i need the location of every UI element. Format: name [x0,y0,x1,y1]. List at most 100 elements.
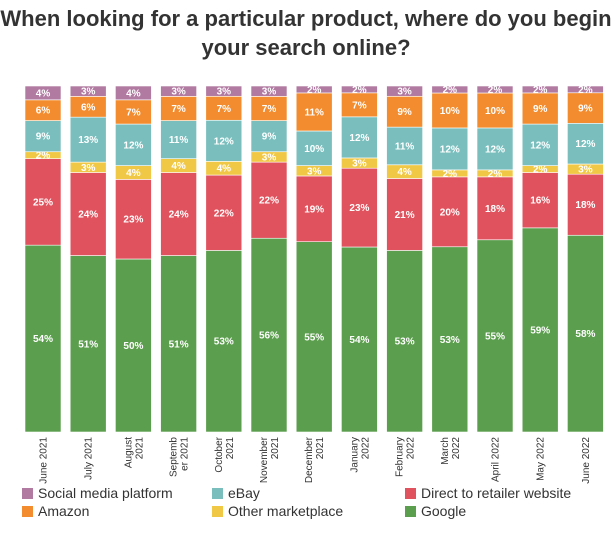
bar-segment-google-june-2022 [567,234,604,433]
bar-segment-direct-to-retailer-website-november-2021 [250,161,288,239]
legend-label-google: Google [421,503,467,519]
bar-segment-amazon-december-2021 [295,92,333,132]
bar-segment-ebay-august-2021 [115,123,152,166]
legend-swatch-google [405,505,416,517]
bar-segment-google-april-2022 [476,239,514,433]
data-label-direct-to-retailer-website-january-2022: 23% [349,203,369,214]
data-label-direct-to-retailer-website-october-2021: 22% [214,208,234,219]
data-label-other-marketplace-august-2021: 4% [126,168,141,179]
data-label-amazon-april-2022: 10% [485,106,505,117]
data-label-direct-to-retailer-website-march-2022: 20% [440,207,460,218]
data-label-amazon-june-2021: 6% [36,106,51,117]
data-label-google-january-2022: 54% [349,335,369,346]
data-label-direct-to-retailer-website-february-2022: 21% [395,210,415,221]
bar-segment-amazon-august-2021 [115,99,152,125]
data-label-other-marketplace-january-2022: 3% [352,159,367,170]
data-label-social-media-platform-april-2022: 2% [488,85,503,96]
data-label-other-marketplace-march-2022: 2% [443,169,458,180]
bar-segment-ebay-may-2022 [521,123,559,166]
x-tick-label-september-2021: September 2021 [169,437,191,477]
bar-segment-social-media-platform-january-2022 [341,85,378,94]
bar-segment-ebay-september-2021 [160,120,197,159]
data-label-amazon-february-2022: 9% [397,107,412,118]
bar-segment-direct-to-retailer-website-april-2022 [476,176,514,241]
x-tick-label-june-2022: June 2022 [581,437,592,484]
data-label-other-marketplace-november-2021: 3% [262,152,277,163]
data-label-direct-to-retailer-website-june-2022: 18% [575,200,595,211]
data-label-google-october-2021: 53% [214,337,234,348]
data-label-ebay-november-2021: 9% [262,132,277,143]
data-label-ebay-april-2022: 12% [485,144,505,155]
legend-item-direct-retailer: Direct to retailer website [405,484,571,502]
bar-segment-ebay-october-2021 [205,119,243,162]
data-label-google-august-2021: 50% [123,341,143,352]
bar-segment-amazon-february-2022 [386,95,423,128]
bar-segment-social-media-platform-august-2021 [115,85,152,101]
bar-segment-google-september-2021 [160,255,197,433]
bar-segment-social-media-platform-april-2022 [476,85,514,94]
bar-segment-ebay-january-2022 [341,116,378,159]
x-tick-label-december-2021: December2021 [304,436,326,483]
legend-item-ebay: eBay [212,484,260,502]
data-label-ebay-june-2021: 9% [36,132,51,143]
data-label-amazon-september-2021: 7% [171,104,186,115]
data-label-ebay-march-2022: 12% [440,144,460,155]
data-label-direct-to-retailer-website-april-2022: 18% [485,204,505,215]
legend-swatch-amazon [22,505,33,517]
data-label-direct-to-retailer-website-may-2022: 16% [530,196,550,207]
data-label-direct-to-retailer-website-november-2021: 22% [259,196,279,207]
x-tick-label-october-2021: October2021 [214,436,236,472]
data-label-other-marketplace-october-2021: 4% [217,164,232,175]
data-label-amazon-august-2021: 7% [126,107,141,118]
legend-swatch-direct-retailer [405,487,416,499]
data-label-other-marketplace-may-2022: 2% [533,165,548,176]
bar-segment-google-march-2022 [431,246,469,433]
legend-label-other-marketplace: Other marketplace [228,503,344,519]
bar-segment-direct-to-retailer-website-march-2022 [431,176,469,248]
legend-item-social-media: Social media platform [22,484,173,502]
data-label-amazon-may-2022: 9% [533,104,548,115]
bar-segment-social-media-platform-march-2022 [431,85,469,94]
data-label-google-april-2022: 55% [485,331,505,342]
data-label-other-marketplace-february-2022: 4% [397,167,412,178]
legend-item-amazon: Amazon [22,502,89,520]
x-tick-label-february-2022: February2022 [395,437,417,477]
legend-label-amazon: Amazon [38,503,90,519]
data-label-social-media-platform-october-2021: 3% [217,87,232,98]
data-label-other-marketplace-april-2022: 2% [488,169,503,180]
data-label-amazon-december-2021: 11% [304,107,324,118]
bar-segment-social-media-platform-november-2021 [250,85,288,97]
data-label-google-may-2022: 59% [530,325,550,336]
data-label-ebay-february-2022: 11% [395,141,415,152]
x-tick-label-august-2021: August2021 [123,437,145,469]
data-label-social-media-platform-december-2021: 2% [307,85,322,96]
bar-segment-google-may-2022 [521,227,559,433]
bar-segment-social-media-platform-february-2022 [386,85,423,97]
bar-segment-amazon-june-2022 [567,92,604,124]
x-tick-label-january-2022: January2022 [349,437,371,473]
data-label-social-media-platform-february-2022: 3% [397,87,412,98]
data-label-direct-to-retailer-website-september-2021: 24% [169,210,189,221]
data-label-social-media-platform-september-2021: 3% [171,87,186,98]
bar-segment-google-june-2021 [24,244,62,433]
bar-segment-direct-to-retailer-website-february-2022 [386,178,423,251]
legend-label-social-media: Social media platform [38,485,173,501]
x-axis-labels: June 2021 July 2021 August2021 September 20… [39,436,592,483]
data-label-social-media-platform-june-2021: 4% [36,88,51,99]
bar-segment-ebay-june-2022 [567,123,604,165]
chart-title: When looking for a particular product, w… [0,6,612,60]
bar-segment-direct-to-retailer-website-september-2021 [160,172,197,256]
bar-segment-social-media-platform-december-2021 [295,85,333,94]
data-label-social-media-platform-march-2022: 2% [443,85,458,96]
bar-segment-google-december-2021 [295,241,333,433]
bar-segment-ebay-april-2022 [476,127,514,171]
x-tick-label-june-2021: June 2021 [39,437,50,484]
bar-segment-social-media-platform-june-2021 [24,85,62,101]
legend-label-ebay: eBay [228,485,260,501]
data-label-google-june-2021: 54% [33,334,53,345]
data-label-ebay-december-2021: 10% [304,144,324,155]
bar-segment-direct-to-retailer-website-august-2021 [115,179,152,260]
bars-group: 54% 25% 2% 9% 6% 4% 51% 24% 3% 13% 6% 3% 50% 23% 4% 12%… [24,85,604,433]
data-label-ebay-may-2022: 12% [530,140,550,151]
